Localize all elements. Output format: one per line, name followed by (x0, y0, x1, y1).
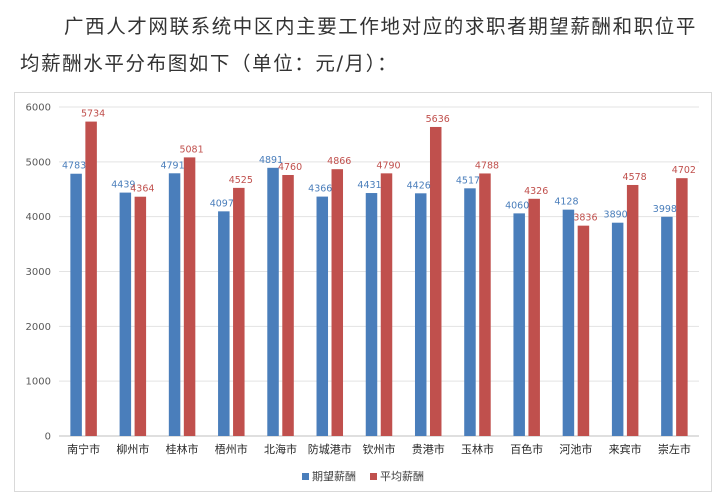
y-tick-label: 6000 (26, 103, 51, 114)
x-category-label: 梧州市 (215, 442, 248, 456)
data-label-expected: 4439 (111, 180, 135, 191)
bar-average (331, 169, 344, 436)
x-category-label: 贵港市 (412, 442, 445, 456)
x-axis: 南宁市 柳州市 桂林市 梧州市 北海市 防城港市 钦州市 贵港市 玉林市 百色市 河池市 来宾市 崇左市 (67, 442, 691, 456)
data-label-average: 4326 (524, 186, 548, 197)
data-label-average: 5734 (81, 109, 105, 120)
bar-expected (267, 167, 279, 436)
data-label-expected: 4366 (308, 184, 332, 195)
legend-item-average: 平均薪酬 (370, 468, 424, 484)
bar-expected (562, 209, 575, 436)
data-label-expected: 4128 (554, 197, 578, 208)
bar-average (479, 173, 491, 436)
data-label-average: 4364 (130, 184, 154, 195)
x-category-label: 柳州市 (116, 442, 149, 456)
data-label-average: 4578 (623, 172, 647, 183)
bar-average (380, 173, 393, 436)
bar-average (577, 225, 590, 436)
data-label-expected: 4891 (259, 155, 283, 166)
x-category-label: 北海市 (264, 442, 297, 456)
x-category-label: 南宁市 (67, 442, 100, 456)
bar-average (233, 187, 245, 436)
salary-chart: 0 1000 2000 3000 4000 5000 6000 4783 5734 4439 43… (14, 92, 712, 492)
data-label-average: 4702 (672, 165, 696, 176)
bar-average (528, 198, 540, 436)
bar-expected (218, 211, 230, 436)
bar-average (626, 184, 639, 436)
data-label-expected: 4060 (505, 200, 529, 211)
x-category-label: 河池市 (559, 442, 592, 456)
legend-label-average: 平均薪酬 (380, 470, 424, 483)
y-tick-label: 5000 (26, 157, 51, 168)
data-label-expected: 4097 (210, 198, 234, 209)
grid-layer (59, 106, 699, 437)
data-label-average: 4866 (327, 156, 351, 167)
bar-expected (611, 222, 624, 436)
x-category-label: 百色市 (510, 442, 543, 456)
x-category-label: 防城港市 (308, 442, 352, 456)
y-axis: 0 1000 2000 3000 4000 5000 6000 (26, 103, 51, 443)
y-tick-label: 0 (45, 432, 51, 443)
bar-average (183, 157, 196, 436)
data-label-average: 5636 (426, 114, 450, 125)
data-label-average: 3836 (573, 213, 597, 224)
legend: 期望薪酬 平均薪酬 (15, 468, 711, 484)
bar-expected (464, 188, 476, 436)
bar-expected (70, 173, 82, 436)
data-label-expected: 3890 (604, 210, 628, 221)
x-category-label: 桂林市 (166, 442, 199, 456)
bar-expected (661, 216, 673, 436)
intro-paragraph: 广西人才网联系统中区内主要工作地对应的求职者期望薪酬和职位平均薪酬水平分布图如下… (20, 15, 698, 75)
data-label-average: 4788 (475, 160, 499, 171)
x-category-label: 钦州市 (363, 442, 396, 456)
data-label-average: 5081 (179, 144, 203, 155)
bar-average (282, 174, 294, 436)
data-label-expected: 4791 (160, 160, 184, 171)
x-category-label: 崇左市 (658, 442, 691, 456)
legend-swatch-expected (302, 472, 309, 480)
data-label-average: 4760 (278, 162, 302, 173)
legend-item-expected: 期望薪酬 (302, 468, 356, 484)
bar-average (676, 178, 688, 436)
bar-expected (119, 192, 132, 436)
y-tick-label: 2000 (26, 322, 51, 333)
bar-layer (70, 121, 688, 436)
data-label-average: 4525 (229, 175, 253, 186)
bar-expected (513, 213, 525, 436)
y-tick-label: 4000 (26, 212, 51, 223)
legend-label-expected: 期望薪酬 (312, 470, 356, 483)
bar-expected (365, 193, 378, 436)
data-label-expected: 4431 (357, 180, 381, 191)
legend-swatch-average (370, 472, 377, 480)
y-tick-label: 1000 (26, 377, 51, 388)
x-category-label: 来宾市 (609, 442, 642, 456)
data-label-expected: 4783 (62, 161, 86, 172)
data-label-expected: 4517 (456, 175, 480, 186)
bar-expected (316, 196, 329, 436)
data-label-average: 4790 (376, 160, 400, 171)
bar-expected (414, 193, 427, 436)
bar-expected (168, 173, 181, 436)
y-tick-label: 3000 (26, 267, 51, 278)
bar-average (429, 126, 442, 436)
bar-average (85, 121, 97, 436)
bar-average (134, 196, 147, 436)
data-label-expected: 3998 (653, 204, 677, 215)
data-label-expected: 4426 (407, 180, 431, 191)
x-category-label: 玉林市 (461, 442, 494, 456)
